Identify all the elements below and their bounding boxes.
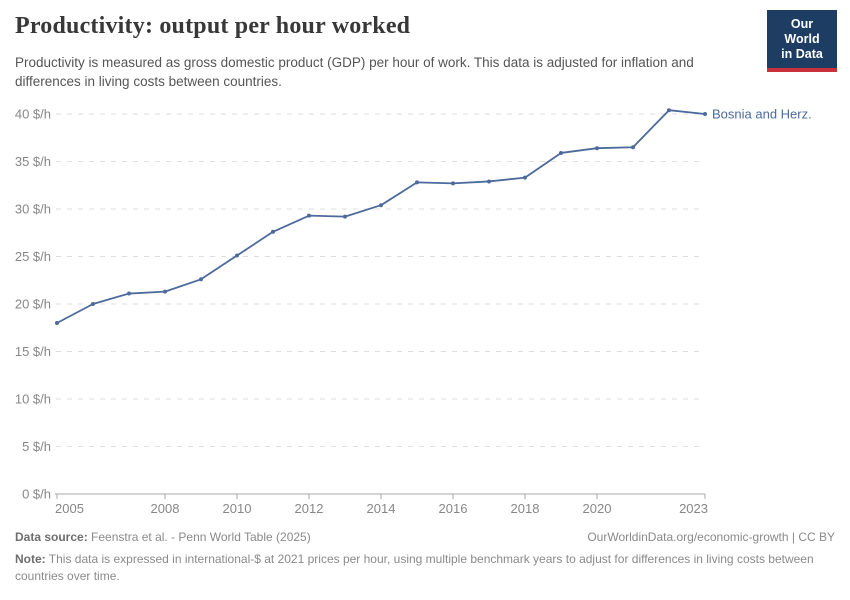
- data-point[interactable]: [163, 289, 167, 294]
- data-point[interactable]: [703, 112, 707, 116]
- x-tick-label: 2012: [295, 501, 324, 516]
- page-title: Productivity: output per hour worked: [15, 13, 411, 39]
- owid-logo[interactable]: Our World in Data: [767, 10, 837, 72]
- chart-subtitle: Productivity is measured as gross domest…: [15, 55, 694, 89]
- y-tick-label: 15 $/h: [15, 344, 51, 359]
- x-tick-label: 2016: [439, 501, 468, 516]
- owid-link[interactable]: OurWorldinData.org/economic-growth | CC …: [587, 530, 835, 544]
- data-point[interactable]: [559, 150, 563, 155]
- y-tick-label: 25 $/h: [15, 249, 51, 264]
- data-source: Data source: Feenstra et al. - Penn Worl…: [15, 530, 311, 544]
- data-point[interactable]: [379, 203, 383, 208]
- chart-note: Note: This data is expressed in internat…: [15, 551, 833, 585]
- x-tick-label: 2010: [223, 501, 252, 516]
- x-tick-label: 2008: [151, 501, 180, 516]
- data-point[interactable]: [127, 291, 131, 296]
- x-tick-label: 2014: [367, 501, 396, 516]
- x-tick-label: 2018: [511, 501, 540, 516]
- data-point[interactable]: [91, 302, 95, 306]
- y-tick-label: 35 $/h: [15, 154, 51, 169]
- data-point[interactable]: [451, 181, 455, 186]
- chart-footer: Data source: Feenstra et al. - Penn Worl…: [15, 530, 835, 585]
- data-point[interactable]: [415, 180, 419, 185]
- y-tick-label: 0 $/h: [22, 487, 51, 502]
- data-point[interactable]: [55, 321, 59, 325]
- x-tick-label: 2005: [55, 501, 84, 516]
- note-text: This data is expressed in international-…: [15, 552, 814, 583]
- data-point[interactable]: [271, 229, 275, 234]
- data-point[interactable]: [487, 179, 491, 184]
- owid-logo-line2: in Data: [781, 47, 823, 61]
- series-line[interactable]: [56, 109, 706, 324]
- x-tick-label: 2023: [679, 501, 708, 516]
- note-label: Note:: [15, 552, 46, 566]
- data-point[interactable]: [523, 175, 527, 180]
- data-source-label: Data source:: [15, 530, 88, 544]
- data-point[interactable]: [343, 214, 347, 219]
- y-tick-label: 30 $/h: [15, 202, 51, 217]
- y-tick-label: 40 $/h: [15, 107, 51, 122]
- data-point[interactable]: [631, 145, 635, 150]
- entity-label[interactable]: Bosnia and Herz.: [712, 107, 812, 122]
- y-tick-label: 10 $/h: [15, 392, 51, 407]
- data-point[interactable]: [667, 108, 671, 113]
- data-point[interactable]: [199, 277, 203, 282]
- data-source-text: Feenstra et al. - Penn World Table (2025…: [87, 530, 311, 544]
- x-tick-label: 2020: [583, 501, 612, 516]
- data-point[interactable]: [595, 146, 599, 151]
- chart-canvas[interactable]: 0 $/h 5 $/h 10 $/h 15 $/h 20 $/h 25 $/h 30 $/h…: [0, 95, 850, 525]
- y-tick-label: 20 $/h: [15, 297, 51, 312]
- data-point[interactable]: [307, 213, 311, 218]
- owid-logo-line1: Our World: [784, 17, 820, 46]
- data-point[interactable]: [235, 253, 239, 258]
- y-tick-label: 5 $/h: [22, 439, 51, 454]
